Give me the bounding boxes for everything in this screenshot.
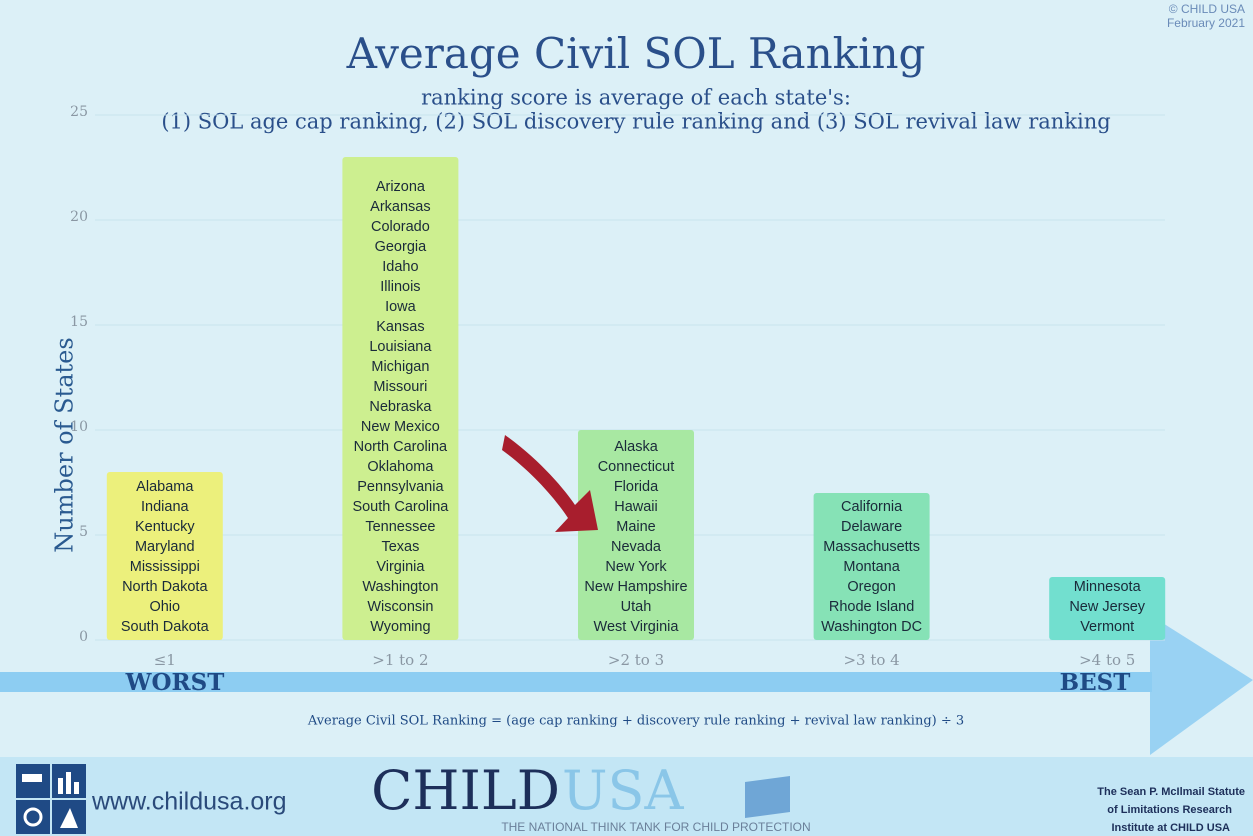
state-name: Utah [621, 599, 652, 615]
state-name: Delaware [841, 519, 902, 535]
state-name: Connecticut [598, 459, 675, 475]
state-name: Alabama [136, 479, 194, 495]
chart-title: Average Civil SOL Ranking [346, 29, 926, 78]
x-tick-label: >3 to 4 [843, 651, 899, 669]
state-name: South Carolina [352, 499, 449, 515]
state-name: Michigan [371, 359, 429, 375]
state-name: California [841, 499, 903, 515]
state-name: Florida [614, 479, 659, 495]
x-tick-label: >4 to 5 [1079, 651, 1135, 669]
state-name: Missouri [373, 379, 427, 395]
state-name: Maryland [135, 539, 195, 555]
state-name: South Dakota [121, 619, 210, 635]
state-name: Rhode Island [829, 599, 914, 615]
x-tick-label: >2 to 3 [608, 651, 664, 669]
copyright-date: February 2021 [1167, 16, 1245, 30]
state-name: Ohio [149, 599, 180, 615]
state-name: Pennsylvania [357, 479, 444, 495]
state-name: West Virginia [594, 619, 680, 635]
state-name: Maine [616, 519, 656, 535]
state-name: North Carolina [354, 439, 448, 455]
state-name: Louisiana [369, 339, 432, 355]
state-name: Montana [843, 559, 900, 575]
tagline: THE NATIONAL THINK TANK FOR CHILD PROTEC… [501, 820, 810, 834]
worst-label: WORST [125, 669, 225, 696]
state-name: Iowa [385, 299, 417, 315]
logo-child: CHILD [371, 759, 560, 822]
logo-flag [745, 776, 790, 818]
x-tick-label: ≤1 [154, 651, 176, 669]
state-name: Tennessee [365, 519, 435, 535]
y-tick-label: 20 [70, 209, 88, 225]
website: www.childusa.org [91, 788, 287, 816]
state-name: Wisconsin [367, 599, 433, 615]
state-name: Virginia [376, 559, 425, 575]
state-name: Washington DC [821, 619, 922, 635]
subtitle: ranking score is average of each state's… [421, 86, 851, 110]
state-name: Kentucky [135, 519, 195, 535]
institute: The Sean P. McIlmail Statute [1097, 786, 1245, 798]
institute: Institute at CHILD USA [1111, 822, 1230, 834]
y-tick-label: 0 [79, 629, 88, 645]
state-name: Alaska [614, 439, 658, 455]
state-name: New Hampshire [584, 579, 687, 595]
state-name: Indiana [141, 499, 190, 515]
state-name: Texas [381, 539, 419, 555]
copyright: © CHILD USA [1169, 2, 1245, 16]
state-name: Nevada [611, 539, 662, 555]
institute: of Limitations Research [1107, 804, 1232, 816]
x-tick-label: >1 to 2 [372, 651, 428, 669]
state-name: Nebraska [369, 399, 432, 415]
y-tick-label: 10 [70, 419, 88, 435]
state-name: Arkansas [370, 199, 430, 215]
y-axis-label: Number of States [51, 337, 79, 552]
state-name: New York [605, 559, 667, 575]
formula: Average Civil SOL Ranking = (age cap ran… [307, 714, 964, 729]
state-name: Oklahoma [367, 459, 434, 475]
state-name: Washington [362, 579, 438, 595]
page: Average Civil SOL Ranking ranking score … [0, 0, 1253, 836]
logo-usa: USA [562, 759, 685, 822]
y-tick-label: 25 [70, 104, 88, 120]
state-name: Hawaii [614, 499, 658, 515]
state-name: Mississippi [130, 559, 200, 575]
state-name: North Dakota [122, 579, 208, 595]
state-name: Georgia [375, 239, 428, 255]
state-name: Massachusetts [823, 539, 920, 555]
state-name: Kansas [376, 319, 424, 335]
state-name: Idaho [382, 259, 418, 275]
state-name: Minnesota [1074, 579, 1142, 595]
subtitle: (1) SOL age cap ranking, (2) SOL discove… [161, 110, 1110, 134]
state-name: Vermont [1080, 619, 1134, 635]
y-tick-label: 5 [79, 524, 88, 540]
state-name: Arizona [376, 179, 426, 195]
y-tick-label: 15 [70, 314, 88, 330]
state-name: Wyoming [370, 619, 430, 635]
state-name: New Mexico [361, 419, 440, 435]
state-name: Illinois [380, 279, 420, 295]
state-name: New Jersey [1069, 599, 1145, 615]
best-label: BEST [1060, 669, 1131, 696]
state-name: Colorado [371, 219, 430, 235]
state-name: Oregon [847, 579, 895, 595]
